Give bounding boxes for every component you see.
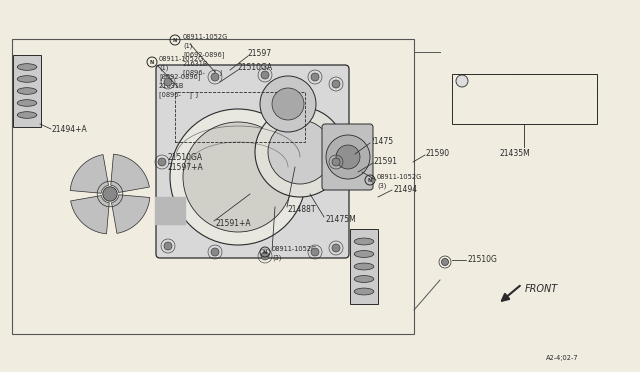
Circle shape — [211, 73, 219, 81]
Text: 08911-1052G: 08911-1052G — [377, 174, 422, 180]
Text: 21475: 21475 — [370, 138, 394, 147]
Text: 08911-1052G: 08911-1052G — [183, 34, 228, 40]
Text: 21590: 21590 — [426, 150, 450, 158]
Circle shape — [103, 187, 117, 201]
Circle shape — [332, 158, 340, 166]
Circle shape — [311, 73, 319, 81]
Circle shape — [261, 71, 269, 79]
Circle shape — [332, 244, 340, 252]
Ellipse shape — [17, 88, 36, 94]
Circle shape — [442, 259, 449, 266]
Text: [0692-0896]: [0692-0896] — [183, 52, 225, 58]
Text: 21591: 21591 — [373, 157, 397, 167]
Text: (1): (1) — [159, 65, 168, 71]
Text: FRONT: FRONT — [525, 284, 558, 294]
Text: 21631B: 21631B — [159, 83, 184, 89]
Circle shape — [164, 242, 172, 250]
Circle shape — [326, 135, 370, 179]
FancyBboxPatch shape — [322, 124, 373, 190]
Circle shape — [158, 158, 166, 166]
Circle shape — [255, 107, 345, 197]
Text: 21510GA: 21510GA — [238, 64, 273, 73]
Circle shape — [336, 145, 360, 169]
Text: 21475M: 21475M — [325, 215, 356, 224]
Circle shape — [183, 122, 293, 232]
Text: (1): (1) — [183, 43, 193, 49]
Text: WARNING NOTICE: WARNING NOTICE — [525, 78, 588, 83]
Text: 21435M: 21435M — [500, 150, 531, 158]
Text: See applicable Nissan Service Manual: See applicable Nissan Service Manual — [483, 94, 566, 98]
Text: (3): (3) — [272, 255, 282, 261]
Text: 21510GA: 21510GA — [168, 153, 203, 161]
Text: A2-4;02-7: A2-4;02-7 — [546, 355, 579, 361]
Circle shape — [260, 76, 316, 132]
Ellipse shape — [354, 263, 374, 270]
Bar — [13, 55, 41, 127]
Text: N: N — [150, 60, 154, 64]
Text: [0692-0896]: [0692-0896] — [159, 74, 200, 80]
Text: 21494+A: 21494+A — [52, 125, 88, 134]
Ellipse shape — [17, 112, 36, 118]
Text: 21488T: 21488T — [288, 205, 317, 215]
Text: CAUTION: CAUTION — [472, 78, 504, 83]
Text: 21631B: 21631B — [183, 61, 209, 67]
Text: 21597: 21597 — [248, 49, 272, 58]
Text: for caution warnings regarding this: for caution warnings regarding this — [486, 105, 563, 109]
Circle shape — [456, 75, 468, 87]
Text: 21510G: 21510G — [467, 256, 497, 264]
Circle shape — [170, 109, 306, 245]
Polygon shape — [70, 196, 109, 234]
Ellipse shape — [354, 251, 374, 257]
Ellipse shape — [354, 238, 374, 245]
Text: [0896-    ]  J: [0896- ] J — [183, 70, 222, 76]
Circle shape — [211, 248, 219, 256]
Polygon shape — [111, 154, 149, 192]
Text: 08911-1052G: 08911-1052G — [272, 246, 317, 252]
Ellipse shape — [354, 288, 374, 295]
Text: 08911-1052G: 08911-1052G — [159, 56, 204, 62]
Polygon shape — [70, 155, 108, 193]
Text: 21494: 21494 — [393, 185, 417, 193]
Circle shape — [261, 252, 269, 260]
Polygon shape — [155, 197, 185, 224]
Ellipse shape — [354, 276, 374, 282]
Bar — [452, 74, 597, 124]
Bar — [350, 229, 378, 304]
Text: 21591+A: 21591+A — [215, 219, 251, 228]
Text: N: N — [460, 78, 464, 83]
Polygon shape — [111, 195, 150, 233]
Ellipse shape — [17, 64, 36, 70]
Text: 21597+A: 21597+A — [168, 163, 204, 171]
Ellipse shape — [17, 100, 36, 106]
Circle shape — [164, 78, 172, 86]
FancyBboxPatch shape — [156, 65, 349, 258]
Circle shape — [332, 80, 340, 88]
Text: [0896-    ]  J: [0896- ] J — [159, 92, 198, 98]
Bar — [12, 39, 414, 334]
Text: N: N — [368, 177, 372, 183]
Circle shape — [268, 120, 332, 184]
Circle shape — [311, 248, 319, 256]
Text: (3): (3) — [377, 183, 387, 189]
Text: N: N — [263, 250, 267, 254]
Ellipse shape — [17, 76, 36, 82]
Bar — [175, 92, 305, 142]
Text: N: N — [173, 38, 177, 42]
Circle shape — [272, 88, 304, 120]
